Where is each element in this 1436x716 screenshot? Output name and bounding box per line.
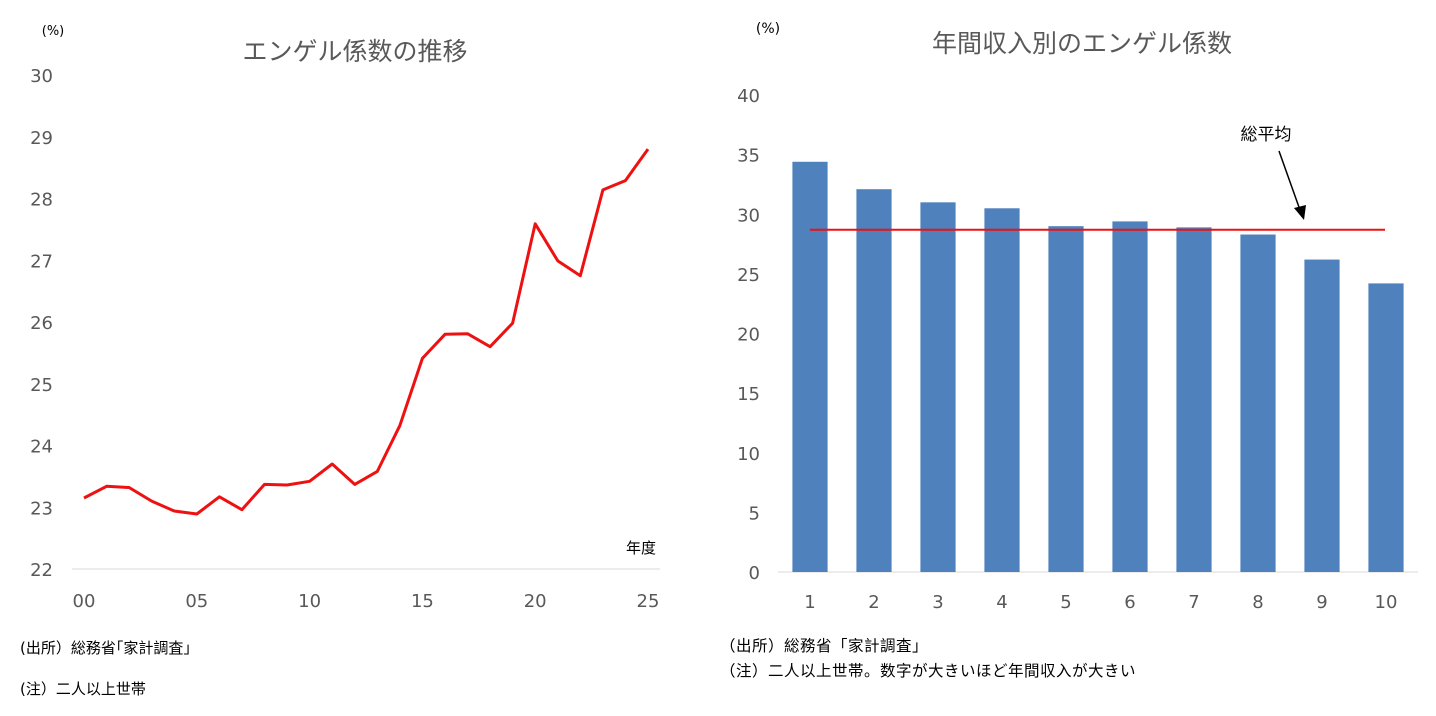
y-tick-label: 23 <box>30 498 53 519</box>
bar <box>792 161 828 572</box>
bar <box>920 202 956 572</box>
y-tick-label: 0 <box>749 563 760 584</box>
y-tick-label: 25 <box>737 265 760 286</box>
y-tick-label: 26 <box>30 313 53 334</box>
y-tick-label: 27 <box>30 251 53 272</box>
bar <box>856 189 892 572</box>
y-tick-label: 5 <box>749 503 760 524</box>
x-tick-label: 4 <box>996 592 1007 613</box>
x-tick-label: 3 <box>932 592 943 613</box>
right-footnote: （注）二人以上世帯。数字が大きいほど年間収入が大きい <box>720 662 1137 680</box>
y-axis-unit: (%) <box>756 21 780 37</box>
y-tick-label: 22 <box>30 560 53 581</box>
line-chart-engel-trend: (%) エンゲル係数の推移 22 23 24 25 26 27 28 29 30 00 05 10 15 20… <box>30 24 660 612</box>
left-footnote: (注）二人以上世帯 <box>20 680 146 698</box>
x-tick-label: 05 <box>185 591 208 612</box>
chart-title: 年間収入別のエンゲル係数 <box>932 29 1232 58</box>
series-line <box>83 148 650 516</box>
bar <box>1112 221 1148 572</box>
y-tick-label: 25 <box>30 375 53 396</box>
bar <box>1368 283 1404 572</box>
y-tick-label: 15 <box>737 384 760 405</box>
x-tick-label: 20 <box>524 591 547 612</box>
x-tick-label: 15 <box>411 591 434 612</box>
chart-title: エンゲル係数の推移 <box>242 37 467 66</box>
bar <box>984 208 1020 572</box>
y-tick-label: 28 <box>30 190 53 211</box>
x-axis-title: 年度 <box>626 539 656 557</box>
x-tick-label: 5 <box>1060 592 1071 613</box>
x-tick-label: 7 <box>1188 592 1199 613</box>
average-annotation: 総平均 <box>1241 125 1292 145</box>
x-tick-label: 25 <box>637 591 660 612</box>
y-tick-label: 24 <box>30 437 53 458</box>
bar <box>1176 227 1212 572</box>
x-tick-label: 1 <box>804 592 815 613</box>
y-tick-label: 20 <box>737 325 760 346</box>
bar-chart-engel-by-income: (%) 年間収入別のエンゲル係数 0 5 10 15 20 25 30 35 40 1 2 3 4 5 6 7 8 9… <box>737 21 1418 613</box>
y-tick-label: 30 <box>737 205 760 226</box>
bar <box>1304 259 1340 572</box>
x-tick-label: 2 <box>868 592 879 613</box>
y-tick-label: 30 <box>30 66 53 87</box>
x-tick-label: 10 <box>1375 592 1398 613</box>
x-tick-label: 00 <box>73 591 96 612</box>
right-source-note: （出所）総務省「家計調査」 <box>720 637 929 655</box>
y-tick-label: 10 <box>737 444 760 465</box>
left-source-note: (出所）総務省｢家計調査｣ <box>20 639 191 657</box>
x-tick-label: 9 <box>1316 592 1327 613</box>
y-tick-label: 29 <box>30 128 53 149</box>
bar <box>1240 234 1276 572</box>
x-tick-label: 8 <box>1252 592 1263 613</box>
annotation-arrow-head <box>1294 205 1306 220</box>
x-tick-label: 10 <box>298 591 321 612</box>
y-axis-unit: (%) <box>42 24 65 39</box>
x-tick-label: 6 <box>1124 592 1135 613</box>
y-tick-label: 35 <box>737 146 760 167</box>
y-tick-label: 40 <box>737 86 760 107</box>
annotation-arrow-shaft <box>1278 150 1301 211</box>
bar <box>1048 226 1084 573</box>
